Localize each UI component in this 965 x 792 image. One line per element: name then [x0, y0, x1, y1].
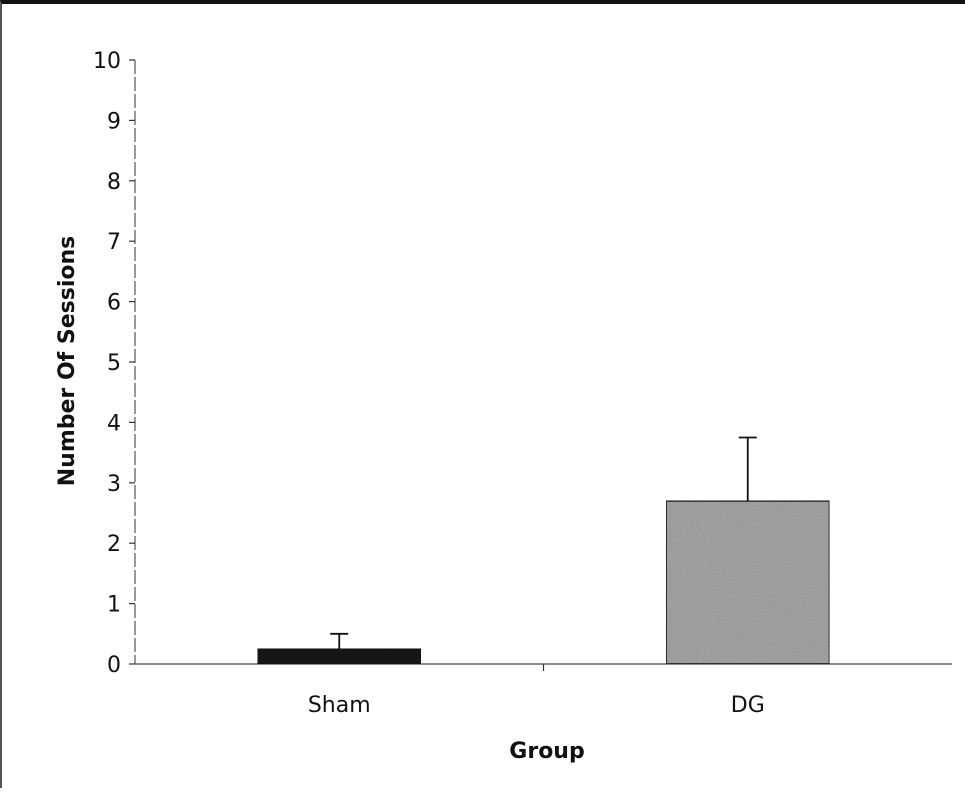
bar-chart: 0 1 2 3 4 5 6 7 8 9 10 Sham DG Group Number Of Sessi… [55, 49, 952, 764]
x-tick-label-dg: DG [731, 693, 765, 718]
y-tick-label: 9 [107, 109, 121, 134]
y-tick-label: 2 [107, 532, 121, 557]
x-tick-label-sham: Sham [308, 693, 371, 718]
bar-dg [665, 500, 831, 665]
y-tick-label: 1 [107, 593, 121, 618]
labels: 0 1 2 3 4 5 6 7 8 9 10 Sham DG [93, 49, 765, 718]
y-tick-label: 6 [107, 291, 121, 316]
y-tick-label: 5 [107, 351, 121, 376]
y-tick-label: 4 [107, 411, 121, 436]
y-tick-label: 8 [107, 170, 121, 195]
y-tick-label: 0 [107, 653, 121, 678]
y-tick-label: 3 [107, 472, 121, 497]
x-axis-title: Group [509, 739, 584, 764]
y-tick-label: 7 [107, 230, 121, 255]
bar-sham [256, 648, 422, 665]
y-axis-title: Number Of Sessions [55, 236, 80, 486]
bars [256, 436, 831, 665]
y-tick-label: 10 [93, 49, 121, 74]
